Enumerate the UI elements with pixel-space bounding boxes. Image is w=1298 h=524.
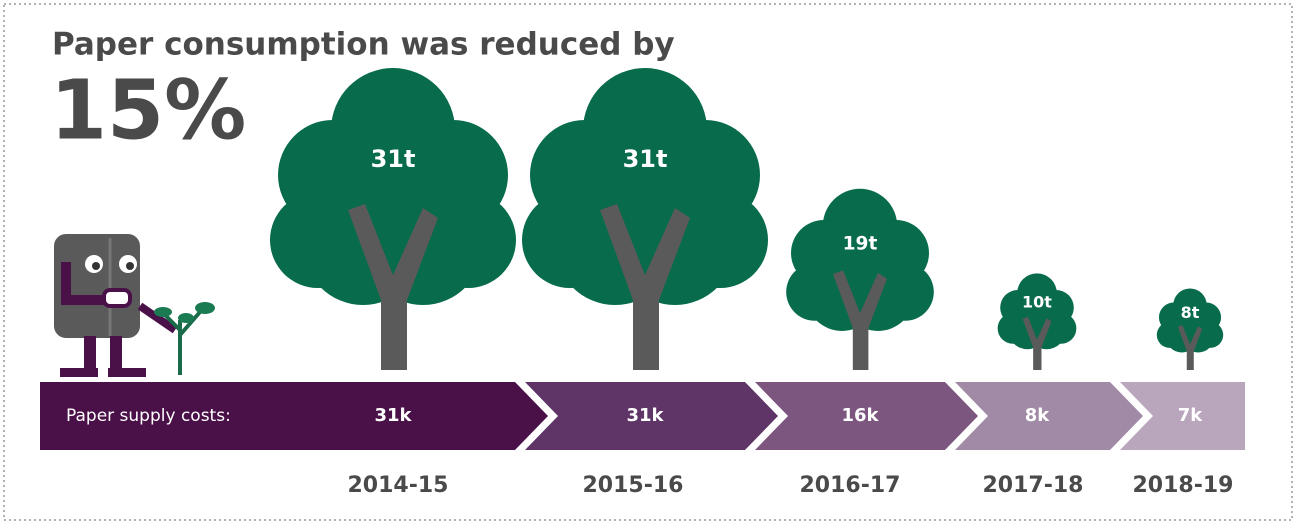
cost-value: 16k xyxy=(841,405,879,426)
costs-label: Paper supply costs: xyxy=(66,406,231,426)
cost-value: 31k xyxy=(626,405,664,426)
paper-value: 10t xyxy=(1022,292,1052,311)
year-label: 2015-16 xyxy=(583,473,684,498)
cost-value: 8k xyxy=(1025,405,1051,426)
paper-value: 31t xyxy=(623,145,668,173)
tree: 8t xyxy=(1157,288,1223,370)
pupil xyxy=(92,262,100,270)
infographic: Paper consumption was reduced by 15% 31k… xyxy=(0,0,1298,524)
year-label: 2016-17 xyxy=(800,473,901,498)
trees: 31t 31t 19t 10t 8t xyxy=(270,68,1223,370)
leaf xyxy=(195,302,215,314)
character xyxy=(54,234,215,377)
cost-value: 31k xyxy=(374,405,412,426)
title: Paper consumption was reduced by xyxy=(52,27,675,63)
tree: 10t xyxy=(998,273,1077,370)
headline: 15% xyxy=(50,63,246,158)
foot xyxy=(60,368,98,377)
year-label: 2017-18 xyxy=(983,473,1084,498)
paper-value: 19t xyxy=(843,234,878,255)
paper-value: 8t xyxy=(1181,303,1200,322)
leg xyxy=(84,336,96,372)
leg xyxy=(110,336,122,372)
hand xyxy=(104,290,130,306)
year-label: 2018-19 xyxy=(1133,473,1234,498)
tree: 31t xyxy=(270,68,516,370)
canvas: Paper consumption was reduced by 15% 31k… xyxy=(0,0,1298,524)
paper-value: 31t xyxy=(371,145,416,173)
leaf xyxy=(154,307,172,317)
year-label: 2014-15 xyxy=(348,473,449,498)
pupil xyxy=(126,262,134,270)
cost-value: 7k xyxy=(1178,405,1204,426)
foot xyxy=(108,368,146,377)
leaf xyxy=(178,313,194,323)
tree: 31t xyxy=(522,68,768,370)
tree: 19t xyxy=(786,189,934,370)
